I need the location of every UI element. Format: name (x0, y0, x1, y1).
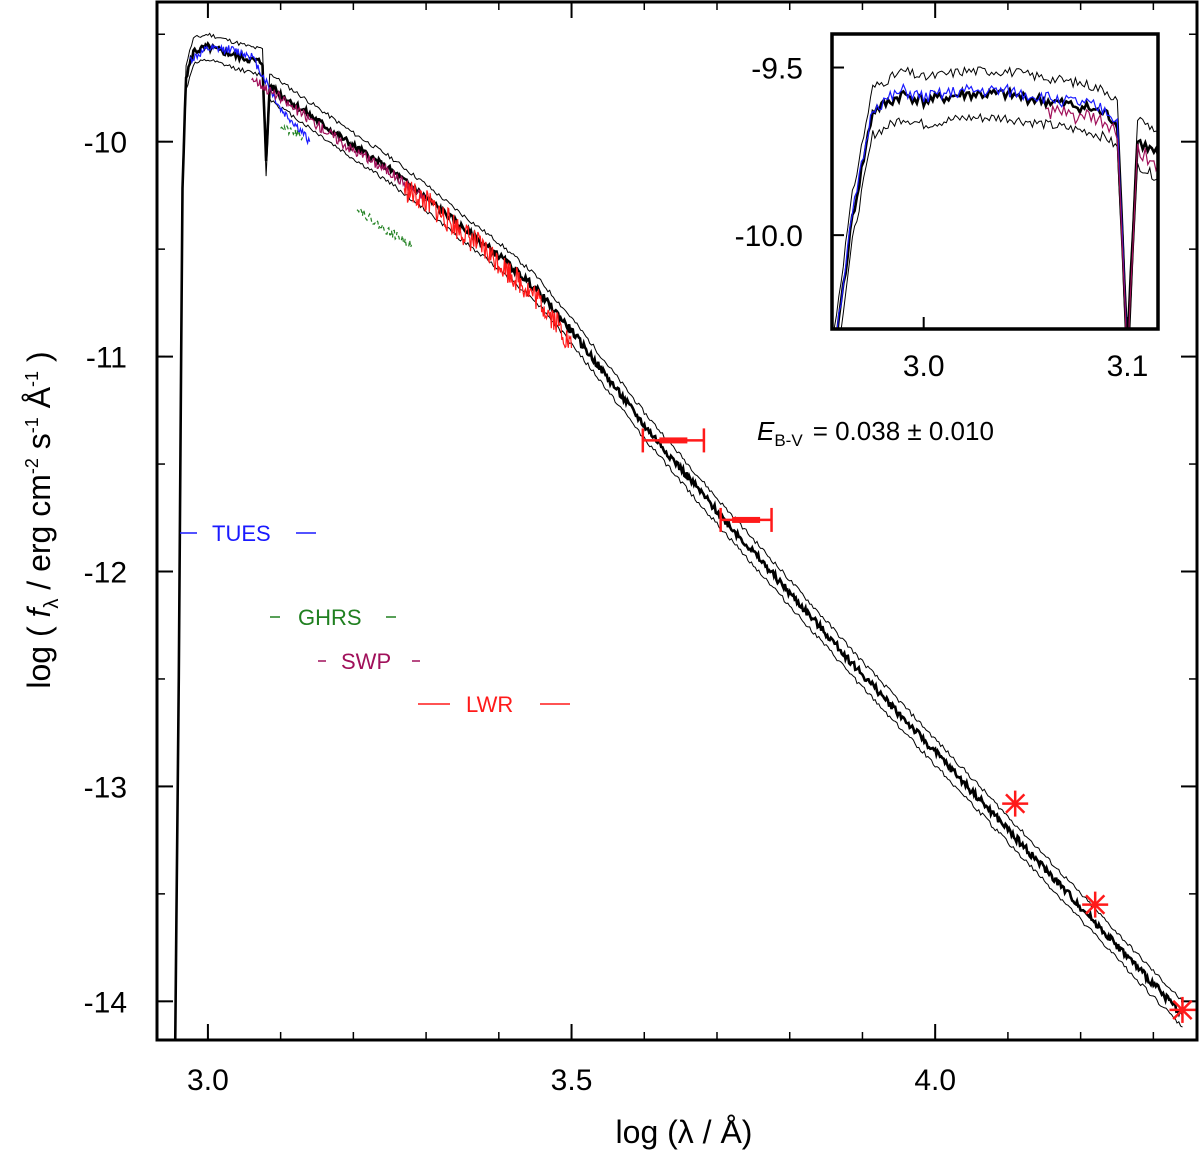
series-ghrs-line (280, 123, 304, 141)
x-tick-label: 4.0 (914, 1064, 956, 1097)
inset-y-axis: -9.5 -10.0 (735, 53, 844, 253)
photometry-point (1169, 996, 1196, 1023)
y-tick-label: -10 (84, 127, 127, 160)
series-ghrs-line (356, 207, 413, 248)
model-envelope-line (174, 32, 1183, 1031)
svg-text:EB-V= 0.038 ± 0.010: EB-V = 0.038 ± 0.010 (757, 416, 994, 450)
inset-y-tick-label: -9.5 (751, 53, 803, 86)
y-tick-label: -13 (84, 771, 127, 804)
x-axis-title: log (λ / Å) (616, 1114, 753, 1150)
extinction-annotation: EB-V = 0.038 ± 0.010 (757, 416, 994, 450)
inset-x-tick-label: 3.1 (1107, 350, 1149, 383)
series-lwr-line (403, 180, 573, 349)
legend: TUES GHRS SWP LWR (180, 521, 570, 717)
photometry-layer (641, 428, 1196, 1023)
ylabel-unit: / erg cm (21, 474, 57, 590)
inset-x-tick-label: 3.0 (903, 350, 945, 383)
legend-lwr-label: LWR (466, 692, 513, 717)
ylabel-exp-cm: -2 (22, 458, 42, 474)
series-layer (173, 32, 1184, 1040)
inset-series-layer (833, 66, 1158, 329)
inset-x-axis: 3.0 3.1 (903, 317, 1148, 383)
photometry-point (719, 507, 773, 532)
photometry-point (1002, 790, 1029, 817)
ylabel-prefix: log ( (21, 626, 57, 689)
photometry-point (641, 428, 706, 453)
annotation-e: E (757, 416, 775, 446)
ylabel-s: s (21, 433, 57, 449)
inset-swp-line (1045, 104, 1158, 329)
y-axis-title: log ( fλ / erg cm-2 s-1 Å-1 ) (9, 351, 65, 688)
ylabel-exp-s: -1 (22, 417, 42, 433)
legend-ghrs-label: GHRS (298, 605, 362, 630)
x-tick-label: 3.5 (551, 1064, 593, 1097)
legend-tues-label: TUES (212, 521, 271, 546)
annotation-sub: B-V (774, 431, 803, 450)
x-tick-label: 3.0 (187, 1064, 229, 1097)
y-axis: -10 -11 -12 -13 -14 (84, 33, 1197, 1019)
ylabel-exp-a: -1 (22, 371, 42, 387)
inset-envelope-line (833, 66, 1158, 329)
series-tues-line (189, 43, 311, 146)
series-model-line (173, 40, 1184, 1040)
model-envelope-line (174, 58, 1183, 1040)
ylabel-angstrom: Å (21, 386, 57, 408)
series-swp-line (251, 76, 427, 203)
inset-frame (830, 32, 1160, 331)
inset-tues-line (836, 82, 1128, 329)
y-tick-label: -14 (84, 986, 127, 1019)
y-tick-label: -12 (84, 557, 127, 590)
ylabel-suffix: ) (21, 351, 57, 362)
y-tick-label: -11 (86, 342, 127, 375)
inset-y-tick-label: -10.0 (735, 220, 803, 253)
annotation-value: = 0.038 ± 0.010 (813, 416, 994, 446)
svg-text:log ( fλ / erg cm-: log ( fλ / erg cm-2 s-1 Å-1 ) (9, 351, 65, 688)
inset-background (832, 34, 1158, 329)
ylabel-lambda: λ (41, 599, 63, 609)
plot-frame (155, 0, 1199, 1042)
legend-swp-label: SWP (341, 649, 391, 674)
x-axis: 3.0 3.5 4.0 (187, 2, 1155, 1097)
inset-envelope-line (840, 112, 1158, 329)
photometry-point (1082, 891, 1109, 918)
inset-zoom: 3.0 3.1 -9.5 -10.0 (735, 32, 1160, 383)
